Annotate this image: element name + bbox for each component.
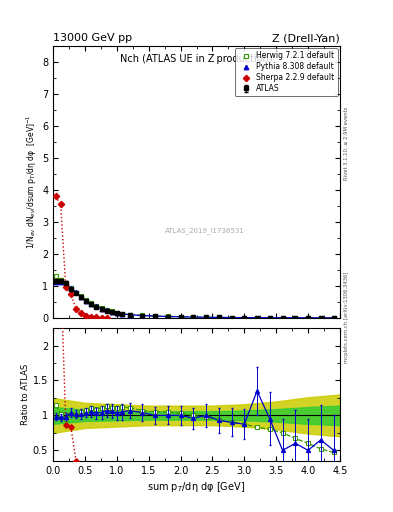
Pythia 8.308 default (178, 314, 183, 320)
Pythia 8.308 default (217, 314, 221, 321)
Text: 13000 GeV pp: 13000 GeV pp (53, 33, 132, 44)
Text: Nch (ATLAS UE in Z production): Nch (ATLAS UE in Z production) (120, 54, 273, 64)
Herwig 7.2.1 default (229, 314, 234, 321)
Sherpa 2.2.9 default (73, 306, 78, 312)
Sherpa 2.2.9 default (94, 314, 99, 321)
Text: Rivet 3.1.10, ≥ 2.9M events: Rivet 3.1.10, ≥ 2.9M events (344, 106, 349, 180)
Pythia 8.308 default (306, 315, 310, 321)
Herwig 7.2.1 default (178, 314, 183, 320)
Pythia 8.308 default (94, 303, 99, 309)
Line: Herwig 7.2.1 default: Herwig 7.2.1 default (53, 273, 336, 320)
Pythia 8.308 default (63, 280, 68, 286)
Herwig 7.2.1 default (217, 314, 221, 321)
Sherpa 2.2.9 default (79, 310, 83, 316)
Herwig 7.2.1 default (242, 314, 247, 321)
Sherpa 2.2.9 default (68, 291, 73, 297)
Herwig 7.2.1 default (127, 312, 132, 318)
Pythia 8.308 default (84, 297, 88, 304)
Text: ATLAS_2019_I1736531: ATLAS_2019_I1736531 (165, 227, 245, 234)
Pythia 8.308 default (99, 306, 104, 312)
Pythia 8.308 default (73, 289, 78, 295)
Pythia 8.308 default (242, 314, 247, 321)
Pythia 8.308 default (293, 315, 298, 321)
Herwig 7.2.1 default (306, 315, 310, 321)
Line: Pythia 8.308 default: Pythia 8.308 default (53, 280, 336, 320)
Sherpa 2.2.9 default (58, 201, 63, 207)
Pythia 8.308 default (191, 314, 196, 320)
Y-axis label: Ratio to ATLAS: Ratio to ATLAS (21, 364, 30, 425)
Herwig 7.2.1 default (280, 315, 285, 321)
Line: Sherpa 2.2.9 default: Sherpa 2.2.9 default (53, 194, 109, 320)
Herwig 7.2.1 default (293, 315, 298, 321)
Pythia 8.308 default (165, 313, 170, 319)
Text: mcplots.cern.ch [arXiv:1306.3436]: mcplots.cern.ch [arXiv:1306.3436] (344, 272, 349, 363)
Herwig 7.2.1 default (89, 300, 94, 306)
Herwig 7.2.1 default (79, 293, 83, 299)
Herwig 7.2.1 default (268, 315, 272, 321)
Herwig 7.2.1 default (191, 314, 196, 320)
Sherpa 2.2.9 default (63, 284, 68, 290)
Herwig 7.2.1 default (119, 310, 124, 316)
Pythia 8.308 default (255, 314, 259, 321)
Pythia 8.308 default (68, 285, 73, 291)
Pythia 8.308 default (127, 312, 132, 318)
Herwig 7.2.1 default (94, 303, 99, 309)
Herwig 7.2.1 default (73, 289, 78, 295)
Herwig 7.2.1 default (84, 297, 88, 303)
Herwig 7.2.1 default (58, 277, 63, 283)
Pythia 8.308 default (268, 315, 272, 321)
X-axis label: sum p$_{T}$/dη dφ [GeV]: sum p$_{T}$/dη dφ [GeV] (147, 480, 246, 494)
Sherpa 2.2.9 default (53, 194, 58, 200)
Text: Z (Drell-Yan): Z (Drell-Yan) (272, 33, 340, 44)
Pythia 8.308 default (140, 312, 145, 318)
Herwig 7.2.1 default (63, 281, 68, 287)
Pythia 8.308 default (229, 314, 234, 321)
Herwig 7.2.1 default (140, 312, 145, 318)
Pythia 8.308 default (280, 315, 285, 321)
Pythia 8.308 default (58, 279, 63, 285)
Pythia 8.308 default (109, 309, 114, 315)
Pythia 8.308 default (79, 294, 83, 300)
Herwig 7.2.1 default (104, 307, 109, 313)
Pythia 8.308 default (114, 310, 119, 316)
Sherpa 2.2.9 default (99, 314, 104, 321)
Sherpa 2.2.9 default (84, 312, 88, 318)
Herwig 7.2.1 default (204, 314, 208, 321)
Sherpa 2.2.9 default (104, 315, 109, 321)
Legend: Herwig 7.2.1 default, Pythia 8.308 default, Sherpa 2.2.9 default, ATLAS: Herwig 7.2.1 default, Pythia 8.308 defau… (235, 48, 338, 96)
Herwig 7.2.1 default (318, 315, 323, 321)
Herwig 7.2.1 default (109, 308, 114, 314)
Herwig 7.2.1 default (153, 313, 158, 319)
Pythia 8.308 default (53, 279, 58, 285)
Pythia 8.308 default (89, 301, 94, 307)
Pythia 8.308 default (331, 315, 336, 321)
Pythia 8.308 default (119, 311, 124, 317)
Pythia 8.308 default (204, 314, 208, 321)
Herwig 7.2.1 default (331, 315, 336, 321)
Pythia 8.308 default (318, 315, 323, 321)
Herwig 7.2.1 default (53, 272, 58, 279)
Herwig 7.2.1 default (68, 285, 73, 291)
Y-axis label: 1/N$_{ev}$ dN$_{ev}$/dsum p$_{T}$/dη dφ  [GeV]$^{-1}$: 1/N$_{ev}$ dN$_{ev}$/dsum p$_{T}$/dη dφ … (25, 115, 39, 249)
Pythia 8.308 default (153, 313, 158, 319)
Pythia 8.308 default (104, 307, 109, 313)
Herwig 7.2.1 default (165, 313, 170, 319)
Herwig 7.2.1 default (255, 314, 259, 321)
Herwig 7.2.1 default (114, 309, 119, 315)
Herwig 7.2.1 default (99, 305, 104, 311)
Sherpa 2.2.9 default (89, 314, 94, 320)
